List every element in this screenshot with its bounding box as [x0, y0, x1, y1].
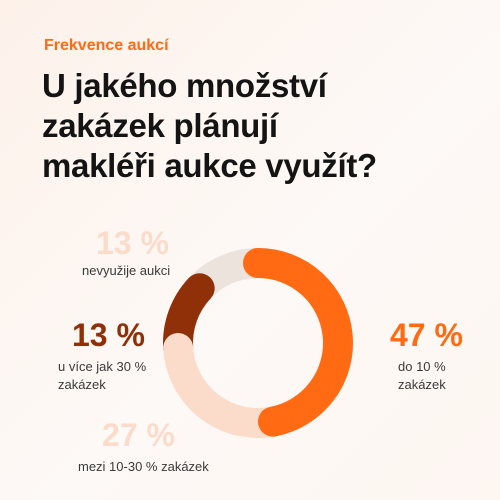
- title-line-3: makléři aukce využít?: [42, 147, 377, 184]
- label-group-10-30: 27 %: [102, 418, 175, 452]
- label-group-vice-30: 13 % u více jak 30 % zakázek: [58, 317, 178, 394]
- title-line-2: zakázek plánují: [42, 107, 278, 144]
- slice-label-vice-30: u více jak 30 % zakázek: [58, 359, 147, 392]
- donut-slice-do-10: [243, 248, 353, 437]
- donut-slice-10-30: [163, 333, 288, 438]
- slice-value-vice-30: 13 %: [72, 317, 145, 353]
- slice-value-nevyuzije: 13 %: [96, 225, 169, 261]
- title-line-1: U jakého množství: [42, 67, 327, 104]
- label-group-do-10: 47 % do 10 % zakázek: [390, 318, 468, 394]
- slice-label-do-10: do 10 % zakázek: [398, 359, 446, 392]
- section-kicker: Frekvence aukcí: [44, 37, 169, 54]
- slice-label-10-30: mezi 10-30 % zakázek: [78, 459, 209, 474]
- slice-label-nevyuzije: nevyužije aukci: [82, 263, 171, 278]
- label-group-nevyuzije: 13 %: [96, 226, 169, 260]
- label-desc-10-30-wrap: mezi 10-30 % zakázek: [78, 458, 209, 476]
- slice-value-do-10: 47 %: [390, 317, 463, 353]
- slice-value-10-30: 27 %: [102, 417, 175, 453]
- label-desc-nevyuzije-wrap: nevyužije aukci: [82, 262, 170, 280]
- page-title: U jakého množství zakázek plánují makléř…: [42, 66, 472, 186]
